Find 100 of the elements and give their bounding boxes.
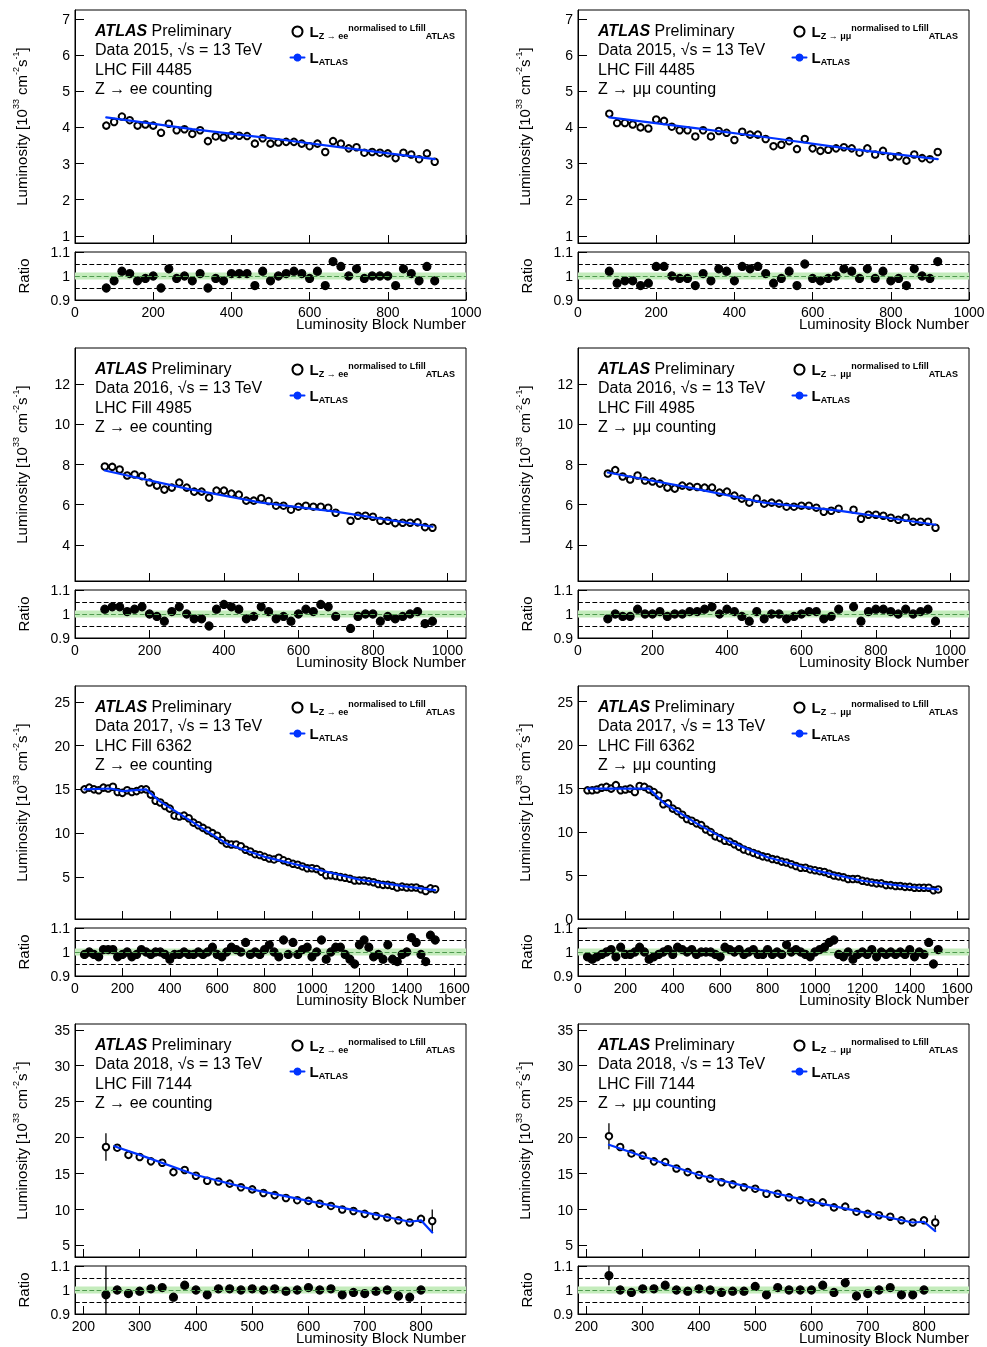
annotation: LHC Fill 7144: [95, 1074, 193, 1092]
x-tick-label: 500: [743, 1318, 768, 1334]
y-tick-label: 3: [62, 155, 71, 172]
y-tick-label: 10: [557, 824, 574, 841]
x-tick-label: 600: [708, 980, 733, 996]
annotation: LHC Fill 7144: [598, 1074, 696, 1092]
y-tick-label: 15: [54, 1165, 71, 1182]
x-tick-label: 400: [184, 1318, 208, 1334]
annotation: Data 2018, √s = 13 TeV: [598, 1055, 766, 1072]
y-tick-label: 5: [565, 1237, 574, 1254]
x-tick-label: 600: [297, 304, 322, 320]
x-tick-label: 600: [286, 642, 311, 658]
y-axis-title: Luminosity [1033 cm-2s-1]: [513, 385, 533, 544]
annotation: Data 2017, √s = 13 TeV: [598, 717, 766, 734]
x-tick-label: 700: [856, 1318, 880, 1334]
y-tick-label: 1.1: [50, 920, 71, 936]
y-tick-label: 0.9: [50, 630, 71, 646]
y-tick-label: 0.9: [50, 292, 71, 308]
y-tick-label: 1: [565, 227, 574, 244]
x-tick-label: 1000: [296, 980, 328, 996]
y-tick-label: 2: [62, 191, 71, 208]
y-tick-label: 0.9: [553, 1306, 574, 1322]
annotation: Data 2015, √s = 13 TeV: [598, 41, 766, 58]
x-tick-label: 600: [799, 1318, 824, 1334]
y-tick-label: 1.1: [553, 244, 574, 260]
x-tick-label: 400: [212, 642, 236, 658]
y-axis-title: Luminosity [1033 cm-2s-1]: [10, 385, 30, 544]
x-tick-label: 600: [296, 1318, 321, 1334]
annotation: Data 2015, √s = 13 TeV: [95, 41, 263, 58]
x-tick-label: 1400: [391, 980, 423, 996]
y-tick-label: 1: [62, 944, 71, 960]
annotation: LHC Fill 4985: [598, 398, 696, 416]
y-tick-label: 12: [557, 376, 574, 393]
y-tick-label: 1.1: [50, 582, 71, 598]
y-axis-title: Ratio: [517, 1272, 535, 1308]
y-tick-label: 0.9: [50, 1306, 71, 1322]
x-tick-label: 1000: [799, 980, 831, 996]
x-tick-label: 300: [128, 1318, 152, 1334]
y-axis-title: Ratio: [14, 1272, 32, 1308]
y-tick-label: 7: [565, 11, 574, 28]
y-tick-label: 8: [62, 456, 71, 473]
y-tick-label: 5: [565, 867, 574, 884]
y-tick-label: 1.1: [553, 1258, 574, 1274]
x-tick-label: 400: [722, 304, 747, 320]
y-axis-title: Ratio: [14, 934, 32, 970]
annotation: ATLAS Preliminary: [94, 1035, 232, 1053]
y-tick-label: 15: [557, 780, 574, 797]
y-tick-label: 1: [565, 944, 574, 960]
y-tick-label: 10: [54, 1201, 71, 1218]
y-axis-title: Luminosity [1033 cm-2s-1]: [513, 723, 533, 882]
y-tick-label: 6: [62, 496, 71, 513]
y-tick-label: 3: [565, 155, 574, 172]
annotation: Z → ee counting: [95, 418, 213, 435]
y-tick-label: 12: [54, 376, 71, 393]
y-tick-label: 4: [62, 119, 71, 136]
y-tick-label: 5: [62, 83, 71, 100]
y-tick-label: 8: [565, 456, 574, 473]
y-tick-label: 15: [54, 781, 71, 798]
x-tick-label: 800: [361, 642, 385, 658]
x-tick-label: 1600: [941, 980, 973, 996]
annotation: Data 2018, √s = 13 TeV: [95, 1055, 263, 1072]
annotation: ATLAS Preliminary: [597, 359, 735, 377]
x-tick-label: 600: [800, 304, 825, 320]
annotation: Data 2017, √s = 13 TeV: [95, 717, 263, 734]
annotation: LHC Fill 6362: [95, 736, 193, 754]
y-tick-label: 1: [565, 268, 574, 284]
y-tick-label: 1: [62, 227, 71, 244]
y-axis-title: Ratio: [14, 596, 32, 632]
x-tick-label: 1600: [438, 980, 470, 996]
x-tick-label: 1000: [450, 304, 482, 320]
y-tick-label: 25: [54, 1093, 71, 1110]
y-tick-label: 20: [54, 1129, 71, 1146]
y-tick-label: 35: [557, 1021, 574, 1038]
y-tick-label: 1.1: [50, 1258, 71, 1274]
x-tick-label: 400: [158, 980, 182, 996]
y-tick-label: 4: [62, 536, 71, 553]
y-tick-label: 10: [54, 416, 71, 433]
y-tick-label: 5: [62, 1237, 71, 1254]
x-tick-label: 400: [715, 642, 739, 658]
annotation: Data 2016, √s = 13 TeV: [598, 379, 766, 396]
x-tick-label: 800: [912, 1318, 936, 1334]
y-tick-label: 20: [557, 1129, 574, 1146]
y-tick-label: 0.9: [50, 968, 71, 984]
annotation: LHC Fill 4985: [95, 398, 193, 416]
x-tick-label: 1200: [846, 980, 879, 996]
y-axis-title: Ratio: [517, 258, 535, 294]
x-tick-label: 300: [631, 1318, 655, 1334]
y-tick-label: 25: [54, 693, 71, 710]
annotation: Z → ee counting: [95, 756, 213, 773]
y-axis-title: Luminosity [1033 cm-2s-1]: [513, 47, 533, 206]
x-tick-label: 600: [789, 642, 814, 658]
y-tick-label: 1: [565, 606, 574, 622]
y-tick-label: 4: [565, 119, 574, 136]
x-tick-label: 800: [864, 642, 888, 658]
annotation: LHC Fill 6362: [598, 736, 696, 754]
y-tick-label: 10: [54, 825, 71, 842]
y-tick-label: 20: [54, 737, 71, 754]
y-tick-label: 6: [565, 47, 574, 64]
y-tick-label: 25: [557, 1093, 574, 1110]
x-tick-label: 1200: [343, 980, 376, 996]
